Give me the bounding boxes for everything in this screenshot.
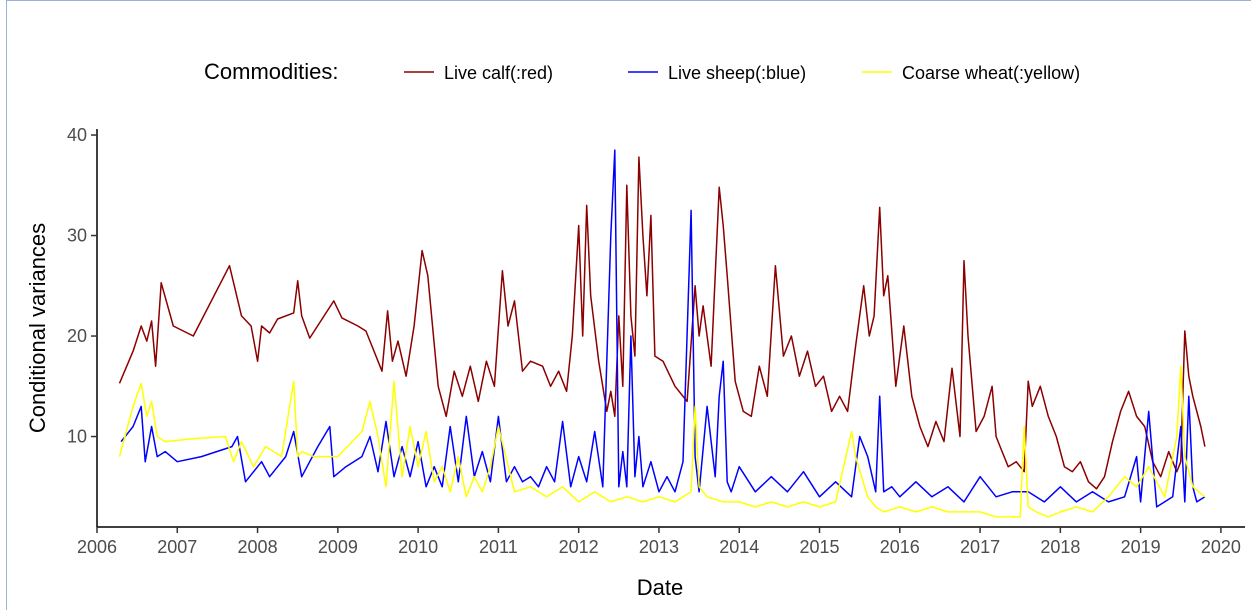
x-ticks: 2006 2007 2008 2009 2010 2011 2012 2013 2014 2015…: [77, 527, 1241, 557]
series-line-live-calf: [118, 156, 1206, 490]
legend-title: Commodities:: [204, 59, 338, 84]
y-tick-label: 10: [67, 427, 87, 447]
legend: Commodities: Live calf(:red) Live sheep(:…: [204, 59, 1080, 84]
x-tick-label: 2010: [398, 537, 438, 557]
x-tick-label: 2012: [559, 537, 599, 557]
axes: 10 20 30 40 2006 2007 2008 2009 2010 2011 2012 201…: [67, 125, 1245, 557]
x-axis-label: Date: [637, 575, 683, 600]
legend-entries: Live calf(:red) Live sheep(:blue) Coarse w…: [404, 63, 1080, 83]
x-tick-label: 2007: [157, 537, 197, 557]
series-line-live-sheep: [120, 149, 1206, 508]
x-tick-label: 2006: [77, 537, 117, 557]
x-tick-label: 2009: [318, 537, 358, 557]
x-tick-label: 2013: [639, 537, 679, 557]
x-tick-label: 2020: [1201, 537, 1241, 557]
x-tick-label: 2019: [1121, 537, 1161, 557]
x-tick-label: 2016: [880, 537, 920, 557]
legend-label: Coarse wheat(:yellow): [902, 63, 1080, 83]
y-ticks: 10 20 30 40: [67, 125, 97, 447]
legend-label: Live calf(:red): [444, 63, 553, 83]
chart-frame: [6, 0, 1251, 610]
series-line-coarse-wheat: [118, 365, 1206, 518]
legend-label: Live sheep(:blue): [668, 63, 806, 83]
x-tick-label: 2008: [238, 537, 278, 557]
y-tick-label: 30: [67, 226, 87, 246]
x-tick-label: 2017: [960, 537, 1000, 557]
x-tick-label: 2015: [799, 537, 839, 557]
y-tick-label: 40: [67, 125, 87, 145]
x-tick-label: 2014: [719, 537, 759, 557]
y-axis-label: Conditional variances: [25, 223, 50, 433]
series-layer: [118, 149, 1206, 518]
y-tick-label: 20: [67, 326, 87, 346]
x-tick-label: 2011: [479, 537, 518, 557]
x-tick-label: 2018: [1040, 537, 1080, 557]
